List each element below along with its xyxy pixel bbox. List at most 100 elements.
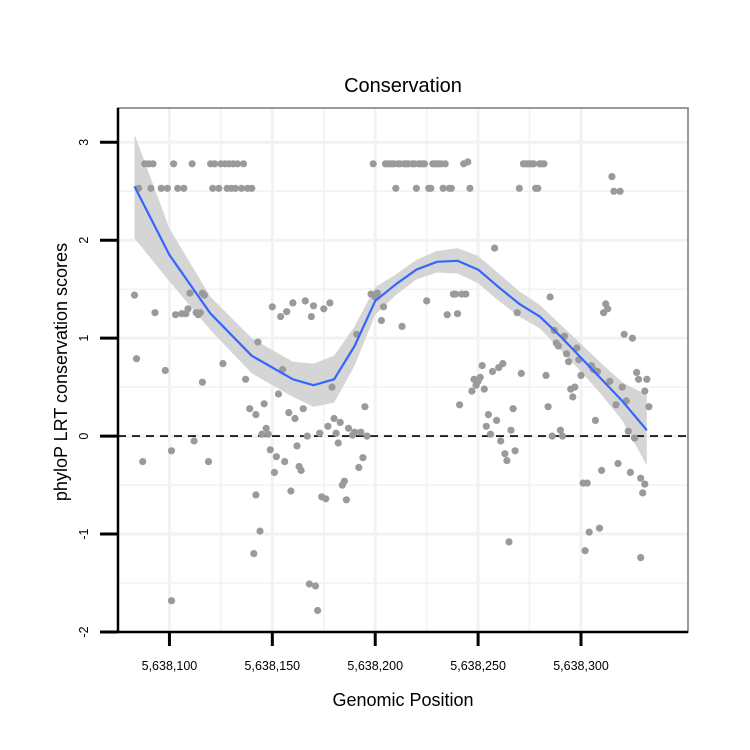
data-point [542, 371, 550, 379]
y-axis-label: phyloP LRT conservation scores [51, 243, 71, 501]
data-point [330, 414, 338, 423]
data-point [610, 187, 618, 195]
data-point [283, 308, 291, 316]
point-layer [130, 158, 653, 615]
data-point [332, 429, 340, 437]
data-point [462, 290, 470, 298]
data-point [256, 527, 264, 535]
data-point [246, 405, 254, 413]
data-point [447, 184, 455, 192]
data-point [272, 453, 280, 461]
data-point [161, 366, 169, 375]
data-point [254, 338, 262, 346]
data-point [344, 424, 353, 432]
data-point [326, 299, 334, 307]
data-point [293, 442, 301, 450]
data-point [359, 454, 367, 462]
data-point [285, 409, 293, 417]
data-point [616, 187, 624, 195]
data-point [209, 184, 217, 192]
data-point [311, 582, 320, 590]
data-point [299, 405, 307, 413]
x-axis-label: Genomic Position [332, 690, 473, 710]
data-point [174, 184, 182, 192]
confidence-band [134, 134, 647, 466]
data-point [585, 528, 593, 536]
data-point [484, 411, 492, 419]
data-point [186, 289, 194, 297]
data-point [556, 426, 565, 434]
data-point [233, 160, 241, 168]
data-point [132, 355, 141, 363]
data-point [633, 368, 641, 376]
x-tick-label: 5,638,200 [347, 659, 403, 673]
data-point [303, 432, 311, 440]
data-point [172, 311, 180, 319]
data-point [614, 459, 622, 468]
data-point [277, 313, 285, 321]
data-point [200, 291, 208, 299]
data-point [287, 487, 295, 495]
data-point [398, 322, 406, 330]
data-point [328, 383, 336, 391]
data-point [355, 463, 363, 472]
data-point [628, 334, 637, 342]
data-point [569, 393, 577, 401]
x-tick-label: 5,638,300 [553, 659, 609, 673]
data-point [314, 606, 322, 615]
data-point [486, 430, 495, 438]
data-point [635, 375, 643, 383]
data-point [534, 184, 542, 192]
data-point [637, 474, 645, 482]
data-point [289, 299, 297, 307]
data-point [591, 416, 600, 424]
data-point [451, 290, 460, 298]
data-point [252, 491, 260, 499]
data-point [211, 160, 219, 168]
data-point [262, 424, 270, 432]
data-point [626, 468, 635, 476]
data-point [604, 305, 612, 313]
data-point [544, 403, 552, 411]
y-tick-label: -2 [77, 626, 91, 637]
data-point [509, 405, 517, 413]
data-point [546, 293, 554, 301]
data-point [620, 330, 628, 338]
data-point [188, 160, 196, 168]
data-point [351, 428, 359, 436]
y-tick-label: -1 [77, 528, 91, 539]
data-point [476, 373, 484, 381]
data-point [258, 430, 266, 438]
data-point [608, 173, 616, 181]
data-point [618, 383, 626, 391]
data-point [231, 184, 239, 192]
data-point [301, 297, 309, 305]
data-point [336, 418, 344, 426]
data-point [157, 184, 165, 192]
data-point [464, 158, 472, 166]
data-point [443, 311, 451, 319]
smooth-line-layer [133, 185, 648, 431]
data-point [639, 489, 647, 497]
data-point [252, 411, 260, 419]
y-tick-label: 1 [77, 335, 91, 342]
data-point [423, 297, 431, 305]
data-point [219, 360, 227, 368]
data-point [606, 377, 614, 385]
data-point [167, 597, 176, 605]
data-point [612, 401, 620, 409]
data-point [248, 184, 256, 192]
data-point [239, 160, 248, 168]
data-point [215, 184, 223, 192]
data-point [309, 302, 318, 310]
data-point [488, 367, 497, 376]
data-point [250, 550, 258, 558]
data-point [517, 369, 525, 377]
data-point [641, 480, 649, 488]
data-point [641, 387, 649, 395]
data-point [421, 160, 429, 168]
x-tick-label: 5,638,150 [245, 659, 301, 673]
data-point [456, 401, 464, 409]
data-point [324, 422, 332, 430]
y-tick-label: 2 [77, 237, 91, 244]
